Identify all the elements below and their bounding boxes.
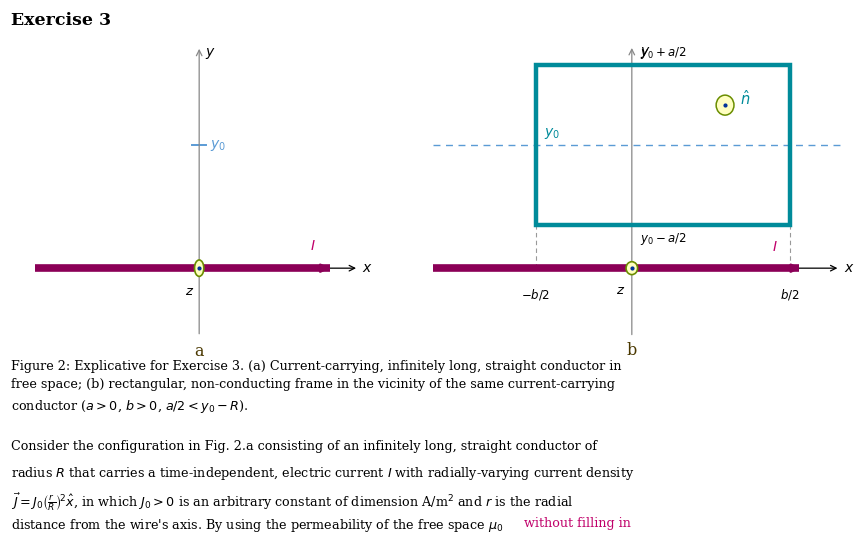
Text: Exercise 3: Exercise 3: [11, 12, 112, 29]
Bar: [536, 65, 790, 225]
Text: $x$: $x$: [844, 261, 855, 275]
Text: $y_0$: $y_0$: [210, 137, 226, 152]
Text: $b/2$: $b/2$: [779, 287, 799, 302]
Text: $y_0-a/2$: $y_0-a/2$: [640, 231, 687, 247]
Text: $z$: $z$: [185, 285, 194, 298]
Circle shape: [195, 260, 204, 277]
Text: $\vec{J} = J_0 \left(\frac{r}{R}\right)^{\!2} \hat{x}$, in which $J_0 > 0$ is an: $\vec{J} = J_0 \left(\frac{r}{R}\right)^…: [11, 491, 574, 513]
Text: $-b/2$: $-b/2$: [521, 287, 551, 302]
Text: Figure 2: Explicative for Exercise 3. (a) Current-carrying, infinitely long, str: Figure 2: Explicative for Exercise 3. (a…: [11, 360, 622, 415]
Text: b: b: [627, 342, 637, 359]
Text: $\hat{n}$: $\hat{n}$: [740, 89, 751, 109]
Text: a: a: [195, 343, 204, 361]
Text: $z$: $z$: [616, 284, 625, 296]
Circle shape: [716, 95, 734, 115]
Text: $I$: $I$: [309, 239, 315, 253]
Circle shape: [626, 262, 637, 274]
Text: without filling in: without filling in: [524, 517, 630, 530]
Text: Consider the configuration in Fig. 2.a consisting of an infinitely long, straigh: Consider the configuration in Fig. 2.a c…: [11, 440, 598, 453]
Text: $y$: $y$: [640, 45, 650, 60]
Text: $y_0$: $y_0$: [544, 126, 560, 141]
Text: $y_0+a/2$: $y_0+a/2$: [640, 44, 687, 60]
Text: $y$: $y$: [205, 46, 216, 61]
Text: $x$: $x$: [362, 261, 372, 275]
Text: radius $R$ that carries a time-independent, electric current $I$ with radially-v: radius $R$ that carries a time-independe…: [11, 465, 635, 483]
Text: distance from the wire's axis. By using the permeability of the free space $\mu_: distance from the wire's axis. By using …: [11, 517, 505, 534]
Text: $I$: $I$: [772, 240, 778, 254]
